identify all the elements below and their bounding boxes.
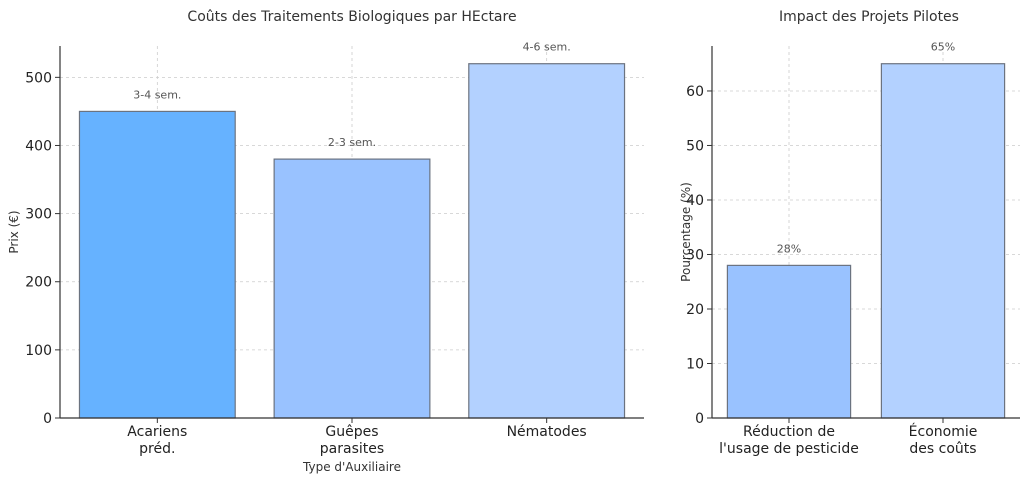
x-tick-label: Acariens préd.: [127, 424, 187, 457]
bar: [78, 110, 236, 419]
y-tick-label: 300: [25, 207, 52, 223]
bar: [726, 264, 852, 419]
y-tick-label: 500: [25, 70, 52, 86]
x-tick-label: Nématodes: [507, 424, 587, 440]
y-axis-label: Pourcentage (%): [679, 182, 693, 282]
bar-annotation: 28%: [777, 242, 801, 255]
chart-title: Impact des Projets Pilotes: [779, 9, 959, 25]
x-tick-label: Guêpes parasites: [320, 424, 384, 457]
y-tick-label: 20: [686, 302, 704, 318]
bar-annotation: 4-6 sem.: [523, 41, 571, 54]
bar: [273, 158, 431, 419]
y-tick-label: 50: [686, 138, 704, 154]
cost-chart-panel: Coûts des Traitements Biologiques par HE…: [7, 9, 644, 474]
y-tick-label: 10: [686, 356, 704, 372]
y-axis-label: Prix (€): [7, 210, 21, 253]
y-tick-label: 30: [686, 247, 704, 263]
x-axis-label: Type d'Auxiliaire: [302, 460, 401, 474]
x-tick-label: Économie des coûts: [909, 423, 978, 457]
bar-annotation: 65%: [931, 41, 955, 54]
y-tick-label: 100: [25, 343, 52, 359]
impact-chart-panel: Impact des Projets Pilotes Pourcentage (…: [679, 9, 1020, 457]
y-tick-label: 0: [43, 411, 52, 427]
y-tick-label: 400: [25, 138, 52, 154]
y-tick-label: 60: [686, 84, 704, 100]
x-tick-label: Réduction de l'usage de pesticide: [719, 424, 859, 457]
y-tick-label: 200: [25, 275, 52, 291]
y-tick-label: 0: [695, 411, 704, 427]
chart-title: Coûts des Traitements Biologiques par HE…: [187, 9, 516, 25]
bar-annotation: 2-3 sem.: [328, 136, 376, 149]
y-tick-label: 40: [686, 193, 704, 209]
bar-annotation: 3-4 sem.: [133, 88, 181, 101]
bar: [468, 63, 626, 419]
bar: [880, 63, 1006, 419]
